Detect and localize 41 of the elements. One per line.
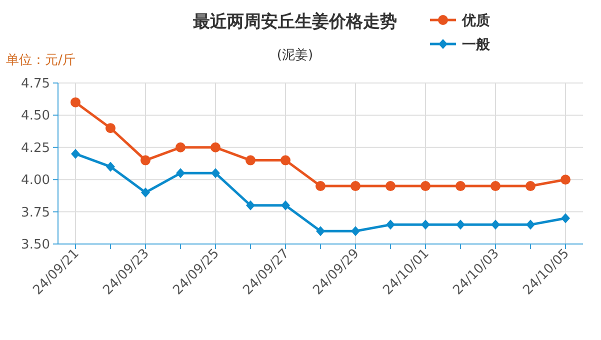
point <box>210 142 220 152</box>
point <box>490 181 500 192</box>
point <box>386 220 395 230</box>
chart-title: 最近两周安丘生姜价格走势 <box>192 11 397 32</box>
point <box>526 181 536 192</box>
point <box>561 213 570 224</box>
point <box>386 181 396 192</box>
point <box>280 155 290 166</box>
point <box>176 168 185 178</box>
legend-label: 一般 <box>462 37 491 53</box>
point <box>491 220 500 230</box>
y-tick-label: 4.75 <box>21 76 50 92</box>
point <box>140 155 150 166</box>
point <box>420 181 430 192</box>
point <box>246 155 256 166</box>
point <box>421 220 430 230</box>
legend-label: 优质 <box>461 12 490 29</box>
point <box>281 200 290 210</box>
y-tick-label: 4.50 <box>21 108 50 124</box>
point <box>211 168 220 178</box>
point <box>316 226 325 236</box>
point <box>176 142 186 152</box>
point <box>526 220 535 230</box>
point <box>71 148 80 159</box>
point <box>141 187 150 198</box>
y-tick-label: 3.75 <box>21 205 50 220</box>
point <box>456 220 465 230</box>
point <box>106 123 116 134</box>
point <box>351 226 360 236</box>
point <box>70 97 80 108</box>
point <box>350 181 360 192</box>
point <box>560 174 570 185</box>
y-tick-label: 4.00 <box>21 173 50 188</box>
y-tick-label: 4.25 <box>21 140 50 156</box>
point <box>106 162 115 172</box>
point <box>456 181 466 192</box>
y-tick-label: 3.50 <box>21 238 50 252</box>
point <box>246 200 255 210</box>
point <box>316 181 326 192</box>
y-axis-title: 单位：元/斤 <box>6 53 76 68</box>
chart-subtitle: (泥姜) <box>276 47 314 63</box>
